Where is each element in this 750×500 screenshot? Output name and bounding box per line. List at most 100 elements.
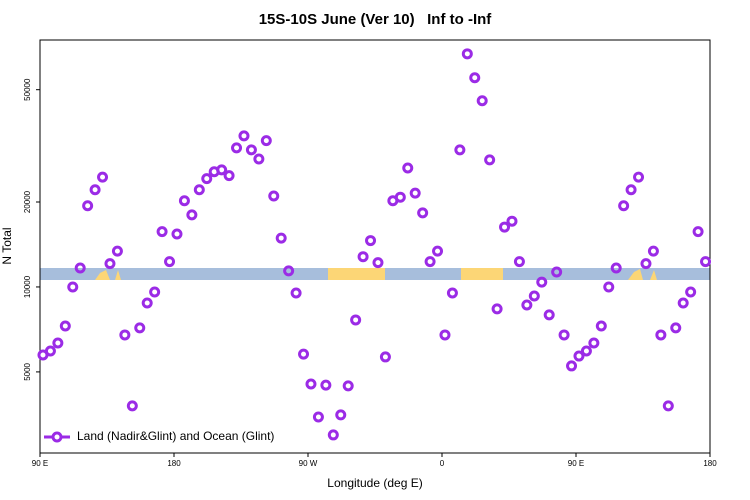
y-tick-label: 10000 — [23, 275, 32, 298]
point — [417, 207, 429, 219]
point — [372, 257, 384, 269]
point — [551, 266, 563, 278]
point — [186, 209, 198, 221]
point — [164, 256, 176, 268]
point — [655, 329, 667, 341]
point — [379, 351, 391, 363]
point — [238, 130, 250, 142]
point — [625, 184, 637, 196]
point — [647, 245, 659, 257]
point — [231, 142, 243, 154]
legend: Land (Nadir&Glint) and Ocean (Glint) — [44, 429, 274, 443]
point — [171, 228, 183, 240]
point — [409, 187, 421, 199]
point — [350, 314, 362, 326]
point — [245, 144, 257, 156]
point — [365, 235, 377, 247]
point — [558, 329, 570, 341]
point — [566, 360, 578, 372]
point — [357, 251, 369, 263]
point — [662, 400, 674, 412]
legend-marker — [51, 431, 63, 443]
point — [74, 262, 86, 274]
point — [283, 265, 295, 277]
point — [528, 290, 540, 302]
point — [692, 226, 704, 238]
point — [521, 299, 533, 311]
legend-label: Land (Nadir&Glint) and Ocean (Glint) — [77, 429, 274, 443]
point — [573, 350, 585, 362]
point — [677, 297, 689, 309]
point — [513, 256, 525, 268]
point — [97, 171, 109, 183]
land-band — [95, 270, 121, 280]
plot-frame — [39, 39, 711, 454]
x-tick-label: 180 — [167, 459, 181, 468]
point — [178, 195, 190, 207]
point — [700, 256, 712, 268]
point — [610, 262, 622, 274]
point — [499, 221, 511, 233]
point — [104, 258, 116, 270]
land-band — [628, 269, 657, 280]
x-tick-label: 90 E — [568, 459, 584, 468]
point — [193, 184, 205, 196]
land-band — [461, 268, 503, 280]
point — [320, 379, 332, 391]
y-tick-label: 20000 — [23, 190, 32, 213]
point — [305, 378, 317, 390]
point — [476, 95, 488, 107]
point — [484, 154, 496, 166]
point — [603, 281, 615, 293]
point — [670, 322, 682, 334]
point — [216, 164, 228, 176]
point — [156, 226, 168, 238]
point — [52, 337, 64, 349]
y-axis-title: N Total — [0, 227, 14, 264]
y-tick-label: 50000 — [23, 78, 32, 101]
point — [253, 153, 265, 165]
land-band — [328, 268, 385, 280]
point — [335, 409, 347, 421]
point — [424, 256, 436, 268]
point — [119, 329, 131, 341]
point — [439, 329, 451, 341]
point — [67, 281, 79, 293]
point — [260, 135, 272, 147]
x-tick-label: 90 W — [299, 459, 318, 468]
point — [469, 72, 481, 84]
point — [223, 170, 235, 182]
point — [126, 400, 138, 412]
point — [536, 276, 548, 288]
point — [290, 287, 302, 299]
point — [640, 258, 652, 270]
point — [134, 322, 146, 334]
x-tick-label: 180 — [703, 459, 717, 468]
point — [588, 337, 600, 349]
chart-title: 15S-10S June (Ver 10) Inf to -Inf — [259, 11, 493, 28]
point — [618, 200, 630, 212]
point — [44, 345, 56, 357]
point — [446, 287, 458, 299]
point — [111, 245, 123, 257]
point — [342, 380, 354, 392]
point — [275, 232, 287, 244]
point — [394, 191, 406, 203]
x-tick-label: 0 — [440, 459, 445, 468]
point — [432, 245, 444, 257]
point — [454, 144, 466, 156]
point — [595, 320, 607, 332]
point — [461, 48, 473, 60]
point — [141, 297, 153, 309]
point — [312, 411, 324, 423]
point — [298, 348, 310, 360]
point — [149, 286, 161, 298]
point — [685, 286, 697, 298]
point — [580, 345, 592, 357]
point — [506, 215, 518, 227]
point — [59, 320, 71, 332]
point — [491, 303, 503, 315]
x-axis-title: Longitude (deg E) — [327, 476, 422, 490]
point — [402, 162, 414, 174]
